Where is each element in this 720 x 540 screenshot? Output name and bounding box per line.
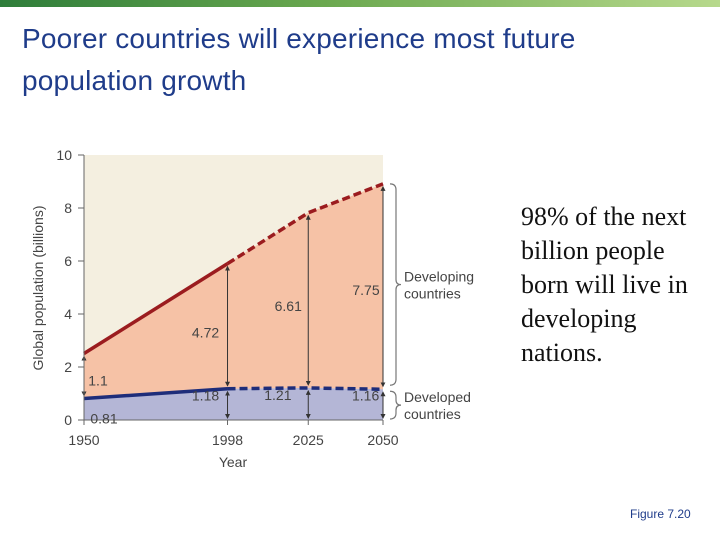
developed-group-label: Developed [404,389,471,405]
developing-brace [389,183,402,386]
y-tick-label: 2 [64,359,72,375]
y-tick-label: 6 [64,253,72,269]
chart-labels: 0.81 1.18 1.21 1.16 1.1 4.72 6.61 7.75 [88,282,380,426]
developed-value-label: 1.18 [192,387,219,403]
y-tick-label: 0 [64,412,72,428]
developed-value-label: 1.21 [264,387,291,403]
developing-actual-line [83,262,229,355]
developed-group-label: countries [404,406,461,422]
developing-group-label: countries [404,286,461,302]
y-axis-title: Global population (billions) [30,206,46,371]
developed-projected-line [227,386,384,392]
x-tick-label: 1950 [68,432,99,448]
developed-value-label: 1.16 [352,388,379,404]
x-axis-title: Year [219,454,248,470]
developing-value-label: 7.75 [352,282,379,298]
developed-value-label: 0.81 [90,410,117,426]
x-tick-label: 2050 [367,432,398,448]
developed-brace [389,390,402,420]
developing-value-label: 4.72 [192,325,219,341]
slide-title: Poorer countries will experience most fu… [22,23,576,96]
y-tick-label: 8 [64,200,72,216]
chart-lines [83,182,384,401]
developing-projected-line [226,182,384,266]
x-tick-label: 1998 [212,432,243,448]
figure-caption: Figure 7.20 [630,507,691,521]
y-tick-label: 10 [56,147,72,163]
chart-axes: 0 2 4 6 8 10 1950 1998 2025 2050 [56,147,398,448]
developing-value-label: 1.1 [88,372,108,388]
developing-group-label: Developing [404,269,474,285]
header-bar [0,0,720,7]
x-tick-label: 2025 [293,432,324,448]
value-arrows [81,185,386,419]
developing-value-label: 6.61 [275,298,302,314]
y-tick-label: 4 [64,306,72,322]
side-note: 98% of the next billion people born will… [521,202,688,367]
developed-actual-line [83,386,228,401]
